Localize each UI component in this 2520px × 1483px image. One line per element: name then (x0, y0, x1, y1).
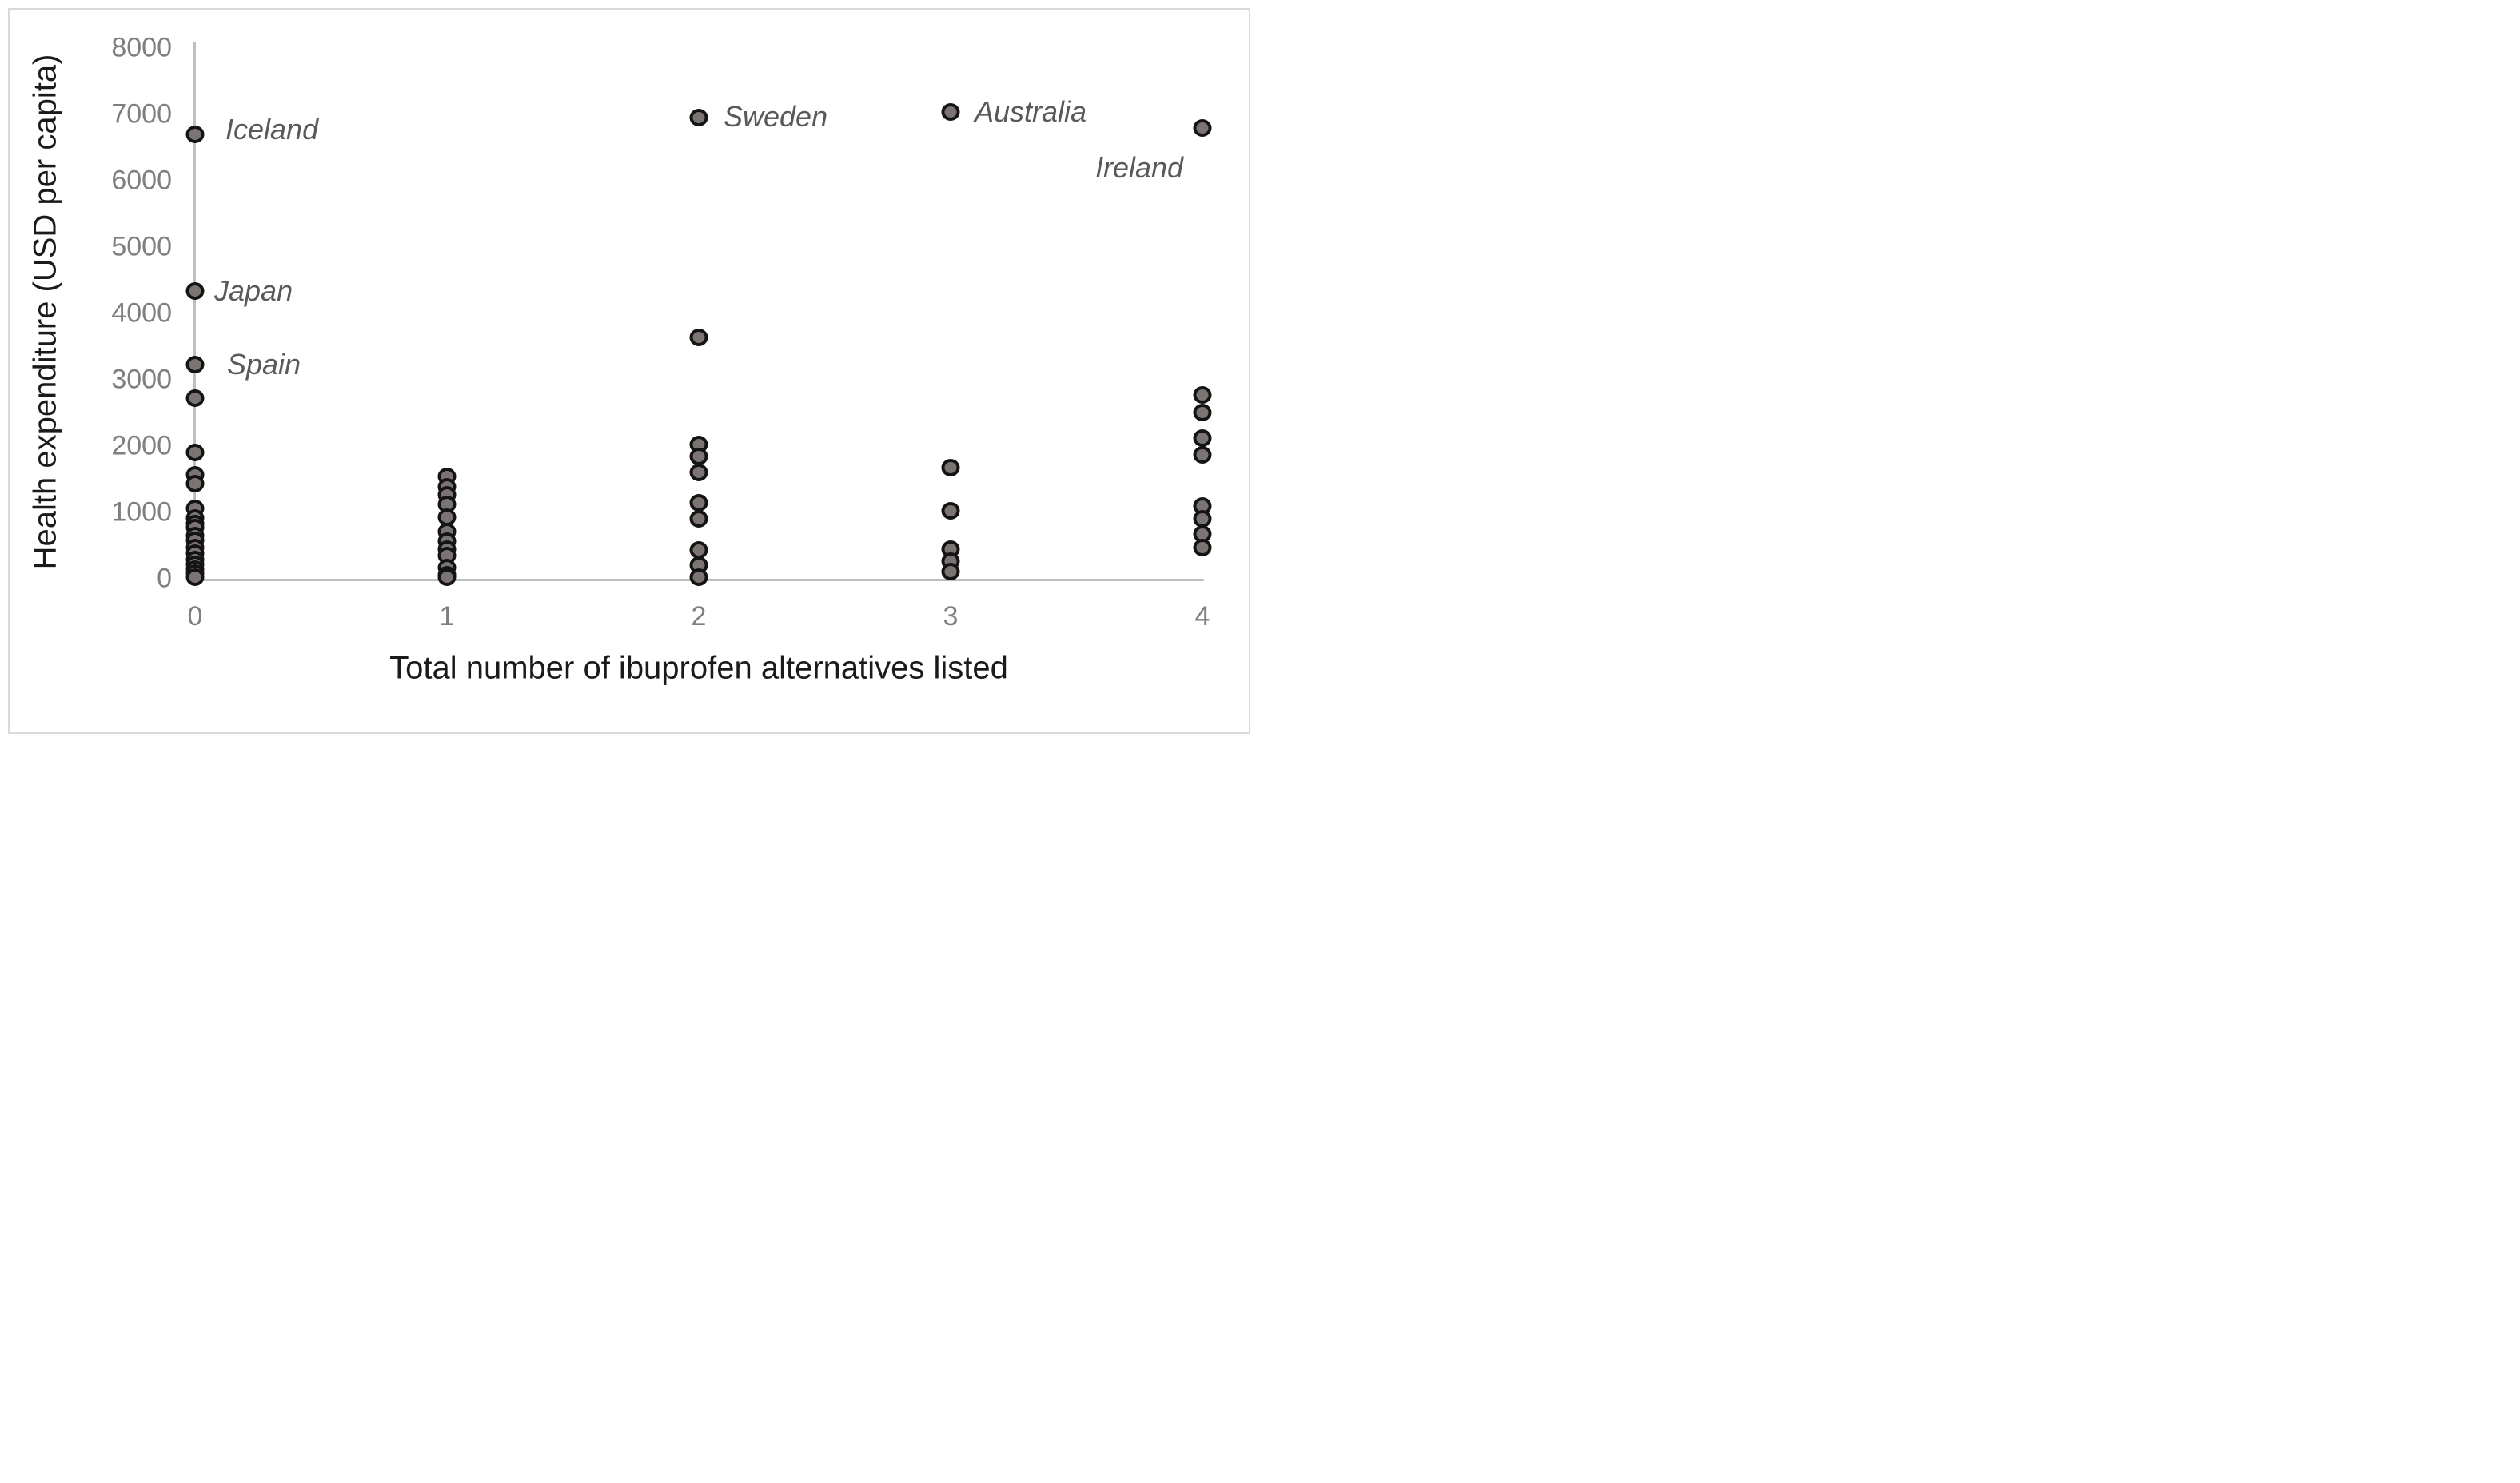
data-point (185, 444, 205, 462)
data-point (689, 568, 708, 587)
x-tick-label-2: 2 (691, 601, 707, 632)
data-point (1193, 118, 1212, 137)
annotation-japan: Japan (214, 273, 293, 307)
data-point (1193, 403, 1212, 421)
data-point (185, 355, 205, 373)
data-point (689, 109, 708, 127)
data-point (941, 502, 960, 520)
data-point (689, 328, 708, 346)
x-tick-label-4: 4 (1194, 601, 1210, 632)
data-point (185, 568, 205, 586)
data-point (1193, 538, 1212, 556)
data-point (689, 510, 708, 528)
x-tick-label-3: 3 (943, 601, 959, 632)
data-point (1193, 429, 1212, 448)
scatter-chart: Health expenditure (USD per capita) Tota… (0, 0, 1260, 742)
data-point (689, 464, 708, 482)
data-point (689, 494, 708, 512)
data-point (941, 459, 960, 477)
data-point (1193, 386, 1212, 405)
annotation-australia: Australia (975, 94, 1087, 128)
y-tick-label-3000: 3000 (111, 364, 172, 395)
y-tick-label-4000: 4000 (111, 297, 172, 329)
y-tick-label-0: 0 (157, 563, 172, 594)
x-tick-label-1: 1 (439, 601, 455, 632)
annotation-ireland: Ireland (1095, 150, 1184, 184)
data-point (941, 102, 960, 121)
y-tick-label-1000: 1000 (111, 496, 172, 528)
chart-border-frame (8, 8, 1250, 734)
annotation-iceland: Iceland (225, 112, 319, 146)
data-point (185, 389, 205, 408)
data-point (185, 281, 205, 300)
data-point (941, 562, 960, 580)
annotation-sweden: Sweden (724, 100, 828, 134)
data-point (1193, 445, 1212, 464)
y-axis-title: Health expenditure (USD per capita) (27, 54, 63, 570)
annotation-spain: Spain (227, 347, 301, 381)
y-tick-label-8000: 8000 (111, 32, 172, 63)
data-point (689, 448, 708, 466)
data-point (437, 568, 457, 586)
y-tick-label-2000: 2000 (111, 430, 172, 461)
x-tick-label-0: 0 (187, 601, 203, 632)
y-axis-line (193, 42, 196, 580)
data-point (185, 475, 205, 493)
data-point (185, 125, 205, 143)
y-tick-label-7000: 7000 (111, 98, 172, 130)
y-tick-label-5000: 5000 (111, 231, 172, 262)
x-axis-title: Total number of ibuprofen alternatives l… (389, 650, 1008, 686)
y-tick-label-6000: 6000 (111, 165, 172, 196)
